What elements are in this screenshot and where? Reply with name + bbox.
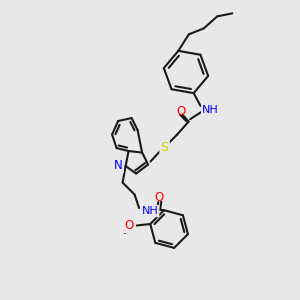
- Text: NH: NH: [202, 105, 219, 115]
- Text: NH: NH: [142, 206, 158, 216]
- Text: N: N: [114, 159, 123, 172]
- Text: O: O: [124, 219, 134, 232]
- Text: O: O: [176, 105, 186, 118]
- Text: O: O: [155, 191, 164, 204]
- Text: S: S: [160, 141, 169, 154]
